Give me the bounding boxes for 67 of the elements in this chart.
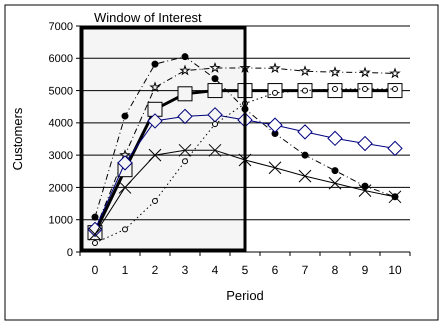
point — [208, 144, 222, 157]
x-tick-label: 1 — [122, 263, 129, 277]
point — [210, 62, 220, 72]
point — [388, 190, 402, 204]
point — [268, 161, 282, 174]
point — [358, 184, 372, 198]
point — [148, 148, 162, 162]
point — [182, 53, 188, 60]
point — [212, 121, 218, 128]
point — [328, 176, 342, 190]
point — [332, 167, 338, 174]
x-tick-label: 4 — [212, 263, 219, 277]
point — [148, 102, 162, 117]
point — [178, 108, 192, 124]
y-tick-label: 0 — [66, 246, 73, 259]
point — [208, 83, 222, 98]
point — [150, 82, 160, 92]
y-tick-label: 5000 — [48, 85, 73, 98]
y-tick-label: 1000 — [48, 214, 73, 227]
x-tick-label: 3 — [182, 263, 189, 277]
x-tick-label: 10 — [388, 263, 402, 277]
y-tick-label: 6000 — [48, 53, 73, 66]
y-axis-title: Customers — [10, 107, 25, 170]
point — [148, 113, 162, 128]
x-tick-label: 9 — [362, 263, 369, 277]
y-tick-label: 4000 — [48, 118, 73, 130]
x-tick-label: 8 — [332, 263, 339, 277]
point — [152, 198, 158, 204]
point — [390, 68, 400, 78]
point — [238, 112, 252, 128]
point — [178, 86, 192, 102]
x-tick-label: 6 — [272, 263, 279, 277]
point — [208, 107, 222, 122]
point — [238, 153, 252, 166]
point — [238, 83, 252, 98]
point — [360, 67, 370, 77]
point — [298, 124, 312, 140]
point — [118, 155, 132, 170]
point — [118, 180, 132, 194]
band-label: Window of Interest — [94, 10, 202, 25]
point — [388, 140, 402, 156]
point — [302, 152, 308, 159]
point — [328, 130, 342, 146]
point — [300, 66, 310, 76]
point — [92, 240, 98, 246]
x-tick-label: 7 — [302, 263, 309, 277]
point — [270, 63, 280, 72]
point — [268, 118, 282, 133]
point — [358, 136, 372, 152]
point — [122, 226, 128, 232]
point — [152, 60, 158, 68]
point — [182, 158, 188, 164]
y-tick-label: 3000 — [48, 150, 73, 162]
point — [92, 214, 98, 221]
y-tick-label: 2000 — [48, 182, 73, 194]
point — [180, 66, 190, 75]
point — [298, 170, 312, 183]
point — [212, 75, 218, 82]
point — [122, 112, 128, 120]
point — [330, 67, 340, 76]
x-axis-title: Period — [226, 288, 264, 303]
x-tick-label: 0 — [92, 263, 99, 277]
x-tick-label: 5 — [242, 263, 249, 277]
x-tick-label: 2 — [152, 263, 159, 277]
point — [242, 105, 248, 112]
point — [178, 144, 192, 157]
y-tick-label: 7000 — [48, 20, 73, 33]
